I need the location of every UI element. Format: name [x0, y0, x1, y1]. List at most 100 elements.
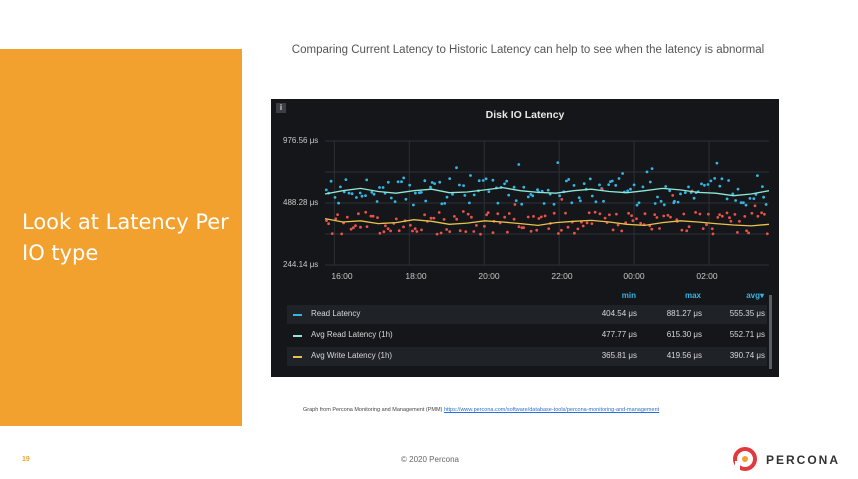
data-point [483, 224, 486, 228]
data-point [616, 223, 620, 227]
data-point [683, 191, 687, 194]
copyright: © 2020 Percona [401, 455, 459, 464]
data-point [507, 212, 511, 215]
data-point [650, 227, 654, 231]
data-point [635, 203, 639, 207]
data-point [359, 225, 362, 229]
data-point [423, 213, 426, 217]
data-point [413, 227, 417, 231]
data-point [419, 191, 423, 194]
legend-header-avg[interactable]: avg▾ [746, 291, 764, 300]
legend-scrollbar[interactable] [769, 295, 772, 369]
data-point [517, 163, 521, 166]
data-point [763, 212, 766, 216]
data-point [570, 201, 574, 205]
data-point [386, 227, 390, 231]
data-point [671, 194, 675, 197]
data-point [526, 195, 530, 199]
data-point [729, 219, 733, 223]
data-point [547, 227, 551, 231]
page-number: 19 [22, 456, 30, 463]
data-point [607, 183, 611, 186]
data-point [435, 232, 439, 236]
data-point [364, 210, 368, 214]
data-point [469, 174, 472, 177]
data-point [557, 232, 560, 235]
data-point [725, 211, 729, 215]
series-line [324, 186, 770, 197]
data-point [587, 211, 591, 215]
percona-logo-icon [733, 447, 757, 471]
data-point [378, 186, 381, 189]
x-tick-label: 18:00 [405, 271, 427, 281]
data-point [715, 161, 719, 165]
data-point [455, 166, 458, 170]
legend-avg-value: 552.71 μs [729, 330, 765, 339]
data-point [627, 211, 630, 215]
data-point [484, 177, 488, 181]
data-point [577, 196, 581, 200]
data-point [472, 230, 476, 233]
data-point [756, 214, 760, 218]
data-point [705, 223, 708, 227]
data-point [445, 195, 449, 199]
x-tick-label: 02:00 [696, 271, 718, 281]
data-point [728, 216, 731, 220]
legend-row-read-latency[interactable]: Read Latency 404.54 μs 881.27 μs 555.35 … [287, 305, 767, 324]
data-point [486, 211, 490, 214]
legend-max-value: 615.30 μs [666, 330, 702, 339]
data-point [526, 215, 530, 219]
panel-title[interactable]: Disk IO Latency [485, 109, 565, 121]
legend-row-avg-read-latency[interactable]: Avg Read Latency (1h) 477.77 μs 615.30 μ… [287, 326, 767, 345]
data-point [565, 179, 568, 183]
data-point [560, 228, 563, 232]
legend-series-name: Read Latency [311, 309, 361, 318]
legend-min-value: 365.81 μs [601, 351, 637, 360]
data-point [546, 188, 550, 192]
data-point [736, 231, 739, 234]
data-point [579, 199, 582, 203]
legend-row-avg-write-latency[interactable]: Avg Write Latency (1h) 365.81 μs 419.56 … [287, 347, 767, 366]
data-point [381, 186, 385, 189]
legend-avg-value: 555.35 μs [729, 309, 765, 318]
x-tick-label: 20:00 [478, 271, 500, 281]
data-point [345, 215, 349, 219]
data-point [700, 182, 703, 186]
data-point [658, 227, 661, 230]
data-point [372, 192, 376, 196]
data-point [639, 221, 643, 225]
data-point [713, 177, 717, 180]
x-tick-label: 00:00 [623, 271, 645, 281]
legend-header-min[interactable]: min [621, 291, 636, 300]
data-point [582, 182, 586, 185]
data-point [458, 229, 462, 233]
data-point [352, 226, 355, 230]
legend-header-max[interactable]: max [684, 291, 701, 300]
data-point [687, 225, 691, 229]
data-point [753, 204, 757, 208]
data-point [750, 211, 754, 215]
data-point [324, 188, 328, 192]
data-point [593, 210, 597, 214]
data-point [756, 174, 759, 177]
data-point [764, 203, 768, 206]
credit-link[interactable]: https://www.percona.com/software/databas… [443, 407, 660, 413]
data-point [400, 180, 403, 184]
data-point [475, 224, 478, 227]
info-icon[interactable]: i [276, 103, 286, 113]
data-point [370, 190, 374, 194]
data-point [364, 194, 367, 197]
x-tick-label: 22:00 [551, 271, 573, 281]
data-point [514, 199, 518, 202]
data-point [537, 217, 541, 220]
data-point [614, 184, 618, 187]
data-point [617, 177, 621, 180]
brand-name: PERCONA [766, 453, 841, 467]
data-point [354, 224, 357, 227]
data-point [706, 183, 710, 186]
legend-swatch [293, 335, 302, 337]
data-point [464, 230, 468, 234]
data-point [564, 211, 567, 215]
data-point [522, 226, 526, 229]
